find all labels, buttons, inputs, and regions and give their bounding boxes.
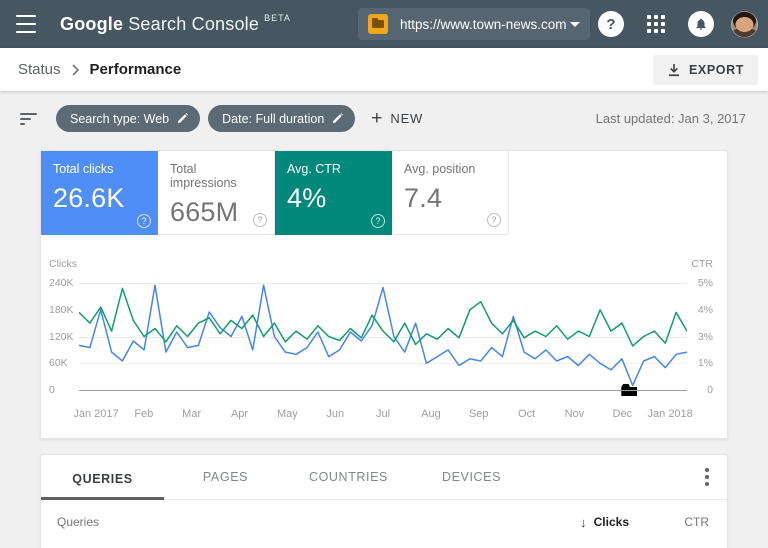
card-total-impressions[interactable]: Total impressions 665M ? (158, 151, 275, 235)
y-tick-clicks: 120K (49, 330, 74, 343)
y-tick-ctr: 3% (697, 330, 713, 343)
gridline (79, 336, 687, 338)
performance-panel: Total clicks 26.6K ? Total impressions 6… (40, 150, 728, 439)
help-circle-icon[interactable]: ? (371, 214, 385, 228)
app-header: Google Search Console BETA https://www.t… (0, 0, 768, 48)
y-tick-ctr: 0 (707, 384, 713, 396)
y-tick-ctr: 4% (697, 303, 713, 316)
logo-beta-badge: BETA (264, 13, 291, 23)
card-avg-position[interactable]: Avg. position 7.4 ? (392, 151, 509, 235)
y-axis-title-ctr: CTR (691, 258, 713, 270)
gridline (79, 283, 687, 284)
x-tick-month: Jan 2018 (647, 408, 693, 420)
x-tick-month: Mar (182, 408, 202, 420)
property-url: https://www.town-news.com (400, 16, 567, 32)
y-tick-ctr: 1% (697, 357, 713, 370)
help-circle-icon[interactable]: ? (253, 213, 267, 227)
new-filter-button[interactable]: + NEW (371, 108, 424, 129)
x-tick-month: Feb (134, 408, 154, 420)
hamburger-menu-icon[interactable] (16, 15, 36, 33)
export-button[interactable]: EXPORT (653, 54, 758, 85)
x-tick-month: Apr (230, 408, 249, 420)
timeseries-chart: Clicks 240K 180K 120K 60K 0 Jan 2017 Feb Mar Ap… (41, 235, 727, 438)
apps-grid-icon[interactable] (647, 15, 665, 33)
x-tick-month: Jul (376, 408, 391, 420)
plus-icon: + (371, 108, 383, 129)
chevron-right-icon (71, 63, 80, 76)
avatar[interactable] (731, 10, 758, 38)
breadcrumb-status[interactable]: Status (18, 61, 61, 78)
column-ctr[interactable]: CTR (684, 515, 709, 529)
y-tick-clicks: 60K (49, 357, 68, 370)
notifications-bell-icon[interactable] (688, 11, 714, 37)
x-tick-month: Nov (564, 408, 585, 420)
filter-row: Search type: Web Date: Full duration + N… (0, 91, 768, 133)
plot-area[interactable]: Jan 2017 Feb Mar Apr May Jun Jul Aug Sep Oct Nov De… (73, 277, 693, 420)
x-tick-month: Sep (468, 408, 489, 420)
property-icon (368, 14, 388, 34)
y-axis-clicks: Clicks 240K 180K 120K 60K 0 (49, 258, 79, 427)
tab-countries[interactable]: COUNTRIES (308, 469, 388, 484)
sort-desc-icon: ↓ (580, 514, 587, 530)
breadcrumb-bar: Status Performance EXPORT (0, 48, 768, 91)
x-tick-month: Aug (421, 408, 441, 420)
logo-product: Search Console (128, 13, 260, 34)
dimensions-panel: QUERIES PAGES COUNTRIES DEVICES Queries … (40, 454, 728, 548)
dimension-tabs: QUERIES PAGES COUNTRIES DEVICES (41, 455, 727, 500)
logo-google: Google (60, 13, 124, 34)
x-tick-month: May (276, 408, 298, 420)
x-tick-month: Jan 2017 (73, 408, 119, 420)
help-icon[interactable]: ? (598, 11, 624, 37)
search-type-chip[interactable]: Search type: Web (56, 105, 201, 132)
column-clicks[interactable]: ↓ Clicks (580, 514, 629, 530)
help-circle-icon[interactable]: ? (487, 213, 501, 227)
series-line-clicks (79, 284, 687, 387)
y-axis-ctr: CTR 5% 4% 3% 1% 0 (687, 258, 713, 427)
tab-devices[interactable]: DEVICES (441, 469, 502, 484)
breadcrumb-performance: Performance (89, 61, 182, 78)
card-total-clicks[interactable]: Total clicks 26.6K ? (41, 151, 158, 235)
kebab-menu-icon[interactable] (701, 464, 713, 490)
help-circle-icon[interactable]: ? (137, 214, 151, 228)
download-icon (669, 63, 679, 76)
x-tick-month: Jun (326, 408, 345, 420)
edit-pencil-icon (177, 113, 189, 124)
filter-icon[interactable] (20, 112, 38, 125)
tab-queries[interactable]: QUERIES (41, 455, 164, 500)
dropdown-caret-icon (570, 21, 580, 27)
y-tick-clicks: 0 (49, 384, 55, 396)
y-tick-ctr: 5% (697, 277, 713, 289)
property-selector[interactable]: https://www.town-news.com (358, 8, 590, 40)
x-tick-month: Oct (518, 408, 536, 420)
table-header: Queries ↓ Clicks CTR (41, 500, 727, 544)
edit-pencil-icon (333, 113, 344, 124)
x-tick-month: Dec (612, 408, 633, 420)
y-axis-title-clicks: Clicks (49, 258, 77, 270)
breadcrumb: Status Performance (18, 61, 181, 78)
app-logo: Google Search Console BETA (60, 0, 291, 48)
tab-pages[interactable]: PAGES (202, 469, 249, 484)
card-avg-ctr[interactable]: Avg. CTR 4% ? (275, 151, 392, 235)
series-line-ctr (79, 287, 687, 347)
metric-cards: Total clicks 26.6K ? Total impressions 6… (41, 151, 727, 235)
y-tick-clicks: 180K (49, 303, 74, 316)
column-queries[interactable]: Queries (57, 515, 100, 529)
date-range-chip[interactable]: Date: Full duration (208, 105, 356, 132)
gridline (79, 363, 687, 365)
last-updated-label: Last updated: Jan 3, 2017 (595, 111, 746, 126)
y-tick-clicks: 240K (49, 277, 74, 289)
gridline (79, 390, 687, 391)
